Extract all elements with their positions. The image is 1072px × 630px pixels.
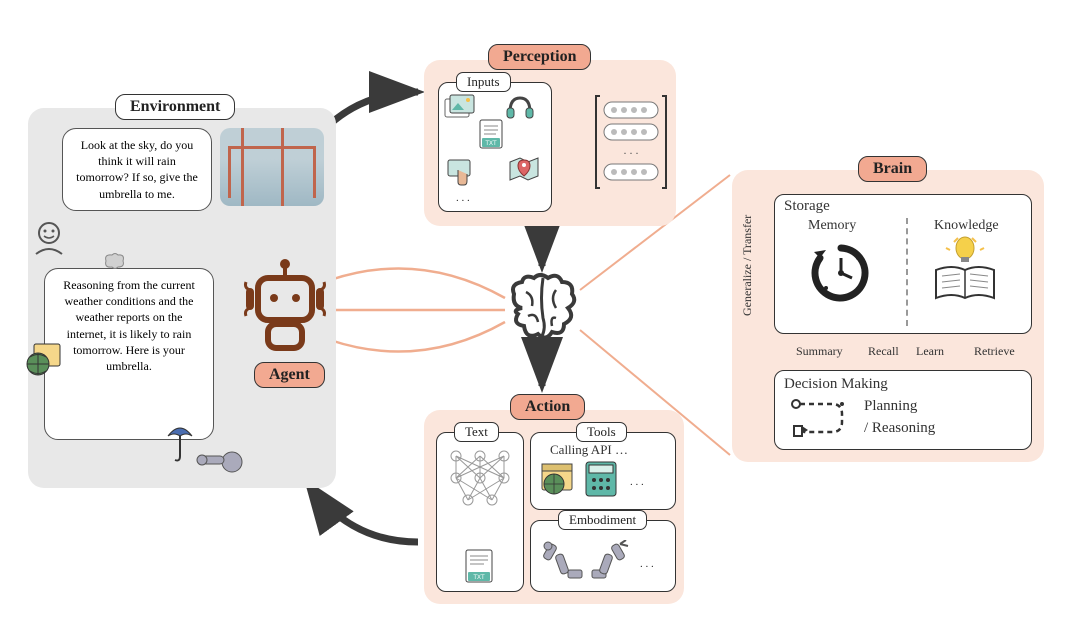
browser-globe-icon [538,462,576,496]
perception-label: Perception [488,44,591,70]
robot-arm-1-icon [540,540,584,582]
inputs-ellipsis: . . . [456,192,470,204]
brain-icon [502,268,584,350]
robot-arm-2-icon [588,540,632,582]
embodiment-label: Embodiment [558,510,647,530]
summary-label: Summary [796,344,843,359]
agent-speech-bubble: Reasoning from the current weather condi… [44,268,214,440]
calculator-icon [584,460,618,498]
knowledge-book-icon [928,236,1002,306]
generalize-transfer-label: Generalize / Transfer [740,186,755,316]
storage-label: Storage [784,198,830,215]
small-brain-icon [100,250,128,272]
environment-label: Environment [115,94,235,120]
knowledge-label: Knowledge [934,218,999,234]
robot-arm-icon [194,438,248,478]
embedding-brackets: . . . [594,92,668,192]
svg-text:. . .: . . . [624,143,639,157]
learn-label: Learn [916,344,944,359]
embodiment-ellipsis: . . . [640,558,654,570]
globe-page-icon [24,342,64,378]
user-speech-bubble: Look at the sky, do you think it will ra… [62,128,212,211]
decision-label: Decision Making [784,376,888,393]
retrieve-label: Retrieve [974,344,1015,359]
storage-divider [906,218,908,326]
bridge-image [220,128,324,206]
svg-text:TXT: TXT [473,575,485,581]
touch-icon [444,156,474,186]
agent-robot-icon [240,258,330,358]
memory-label: Memory [808,218,856,234]
txt-doc-icon: TXT [476,118,506,152]
planning-label: Planning [864,398,917,415]
agent-label: Agent [254,362,325,388]
txt-output-icon: TXT [462,548,496,586]
tools-ellipsis: . . . [630,476,644,488]
photos-icon [444,94,478,122]
user-face-icon [30,218,68,256]
brain-label: Brain [858,156,927,182]
planning-path-icon [788,396,852,442]
headphones-icon [504,92,536,120]
memory-clock-icon [808,240,874,306]
text-label: Text [454,422,499,442]
inputs-label: Inputs [456,72,511,92]
svg-text:TXT: TXT [485,141,497,147]
neural-net-icon [442,444,518,514]
reasoning-label: / Reasoning [864,420,935,437]
tools-label: Tools [576,422,627,442]
tools-text: Calling API … [550,442,628,458]
map-pin-icon [508,154,540,184]
action-label: Action [510,394,585,420]
recall-label: Recall [868,344,899,359]
